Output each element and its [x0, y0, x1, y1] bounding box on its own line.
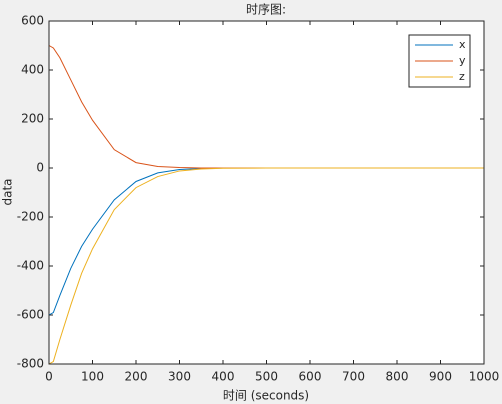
y-tick-label: 600	[21, 14, 44, 28]
x-axis-label: 时间 (seconds)	[223, 389, 309, 403]
series-line	[48, 167, 484, 365]
y-tick-label: 200	[21, 112, 44, 126]
y-tick-label: -400	[17, 259, 44, 273]
x-tick-label: 200	[125, 370, 148, 384]
x-tick-label: 800	[386, 370, 409, 384]
y-tick-label: -800	[17, 357, 44, 371]
x-tick-label: 500	[255, 370, 278, 384]
y-tick-label: 400	[21, 63, 44, 77]
y-tick-label: -600	[17, 308, 44, 322]
legend-label: x	[459, 38, 466, 51]
chart-title: 时序图:	[246, 2, 286, 17]
legend-label: y	[459, 54, 466, 67]
y-axis-label: data	[1, 178, 15, 205]
x-tick-label: 600	[299, 370, 322, 384]
x-tick-label: 700	[342, 370, 365, 384]
y-tick-label: -200	[17, 210, 44, 224]
x-tick-label: 100	[81, 370, 104, 384]
x-tick-label: 400	[212, 370, 235, 384]
x-tick-label: 300	[168, 370, 191, 384]
plot-frame	[48, 20, 485, 365]
y-tick-label: 0	[36, 161, 44, 175]
x-tick-label: 900	[429, 370, 452, 384]
x-tick-label: 1000	[469, 370, 500, 384]
x-tick-label: 0	[45, 370, 53, 384]
legend-label: z	[459, 70, 465, 83]
